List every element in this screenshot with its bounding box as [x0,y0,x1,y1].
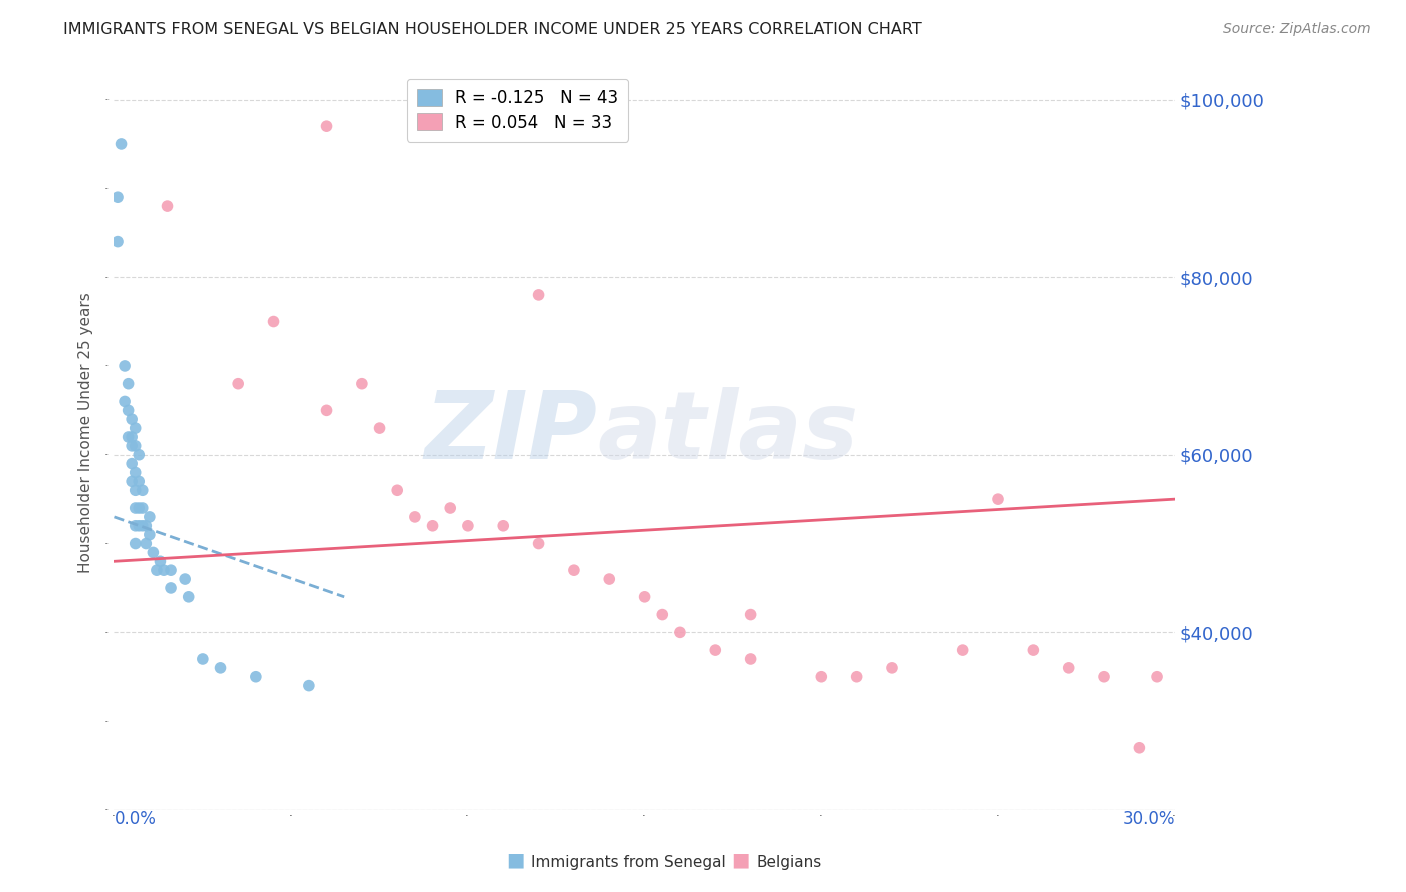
Point [135,536,157,550]
Point [810,670,832,684]
Point [107,190,129,204]
Point [315,119,337,133]
Point [1057,661,1080,675]
Text: ■: ■ [731,851,749,870]
Point [125,466,148,480]
Point [191,652,214,666]
Point [404,509,426,524]
Point [153,563,176,577]
Text: ZIP: ZIP [425,386,598,478]
Point [177,590,200,604]
Point [121,439,143,453]
Point [117,376,139,391]
Text: IMMIGRANTS FROM SENEGAL VS BELGIAN HOUSEHOLDER INCOME UNDER 25 YEARS CORRELATION: IMMIGRANTS FROM SENEGAL VS BELGIAN HOUSE… [63,22,922,37]
Point [387,483,409,498]
Point [142,545,165,559]
Point [952,643,974,657]
Point [368,421,391,435]
Point [160,581,183,595]
Point [422,518,444,533]
Point [139,527,162,541]
Point [125,483,148,498]
Point [125,439,148,453]
Text: Immigrants from Senegal: Immigrants from Senegal [531,855,727,870]
Text: 0.0%: 0.0% [114,810,156,828]
Point [114,359,136,373]
Point [125,501,148,516]
Point [132,501,155,516]
Point [160,563,183,577]
Point [107,235,129,249]
Point [457,518,479,533]
Point [704,643,727,657]
Point [132,518,155,533]
Point [740,607,762,622]
Point [121,457,143,471]
Point [740,652,762,666]
Point [1146,670,1168,684]
Point [114,394,136,409]
Point [439,501,461,516]
Point [128,501,150,516]
Point [117,403,139,417]
Text: ■: ■ [506,851,524,870]
Point [117,430,139,444]
Point [132,483,155,498]
Point [527,288,550,302]
Point [209,661,232,675]
Point [492,518,515,533]
Point [135,518,157,533]
Point [128,448,150,462]
Point [1022,643,1045,657]
Point [128,475,150,489]
Point [149,554,172,568]
Point [110,136,132,151]
Point [245,670,267,684]
Point [598,572,620,586]
Point [880,661,903,675]
Point [121,412,143,426]
Point [1128,740,1150,755]
Point [125,536,148,550]
Text: Belgians: Belgians [756,855,821,870]
Point [121,430,143,444]
Legend: R = -0.125   N = 43, R = 0.054   N = 33: R = -0.125 N = 43, R = 0.054 N = 33 [406,78,628,142]
Point [298,679,321,693]
Point [845,670,868,684]
Point [651,607,673,622]
Y-axis label: Householder Income Under 25 years: Householder Income Under 25 years [79,293,93,573]
Point [263,314,285,328]
Text: Source: ZipAtlas.com: Source: ZipAtlas.com [1223,22,1371,37]
Point [669,625,692,640]
Point [156,199,179,213]
Point [527,536,550,550]
Point [315,403,337,417]
Point [226,376,249,391]
Point [125,421,148,435]
Point [633,590,655,604]
Point [174,572,197,586]
Point [146,563,169,577]
Point [562,563,585,577]
Text: 30.0%: 30.0% [1122,810,1175,828]
Point [987,492,1010,507]
Point [121,475,143,489]
Point [128,518,150,533]
Text: atlas: atlas [598,386,858,478]
Point [139,509,162,524]
Point [350,376,373,391]
Point [1092,670,1115,684]
Point [125,518,148,533]
